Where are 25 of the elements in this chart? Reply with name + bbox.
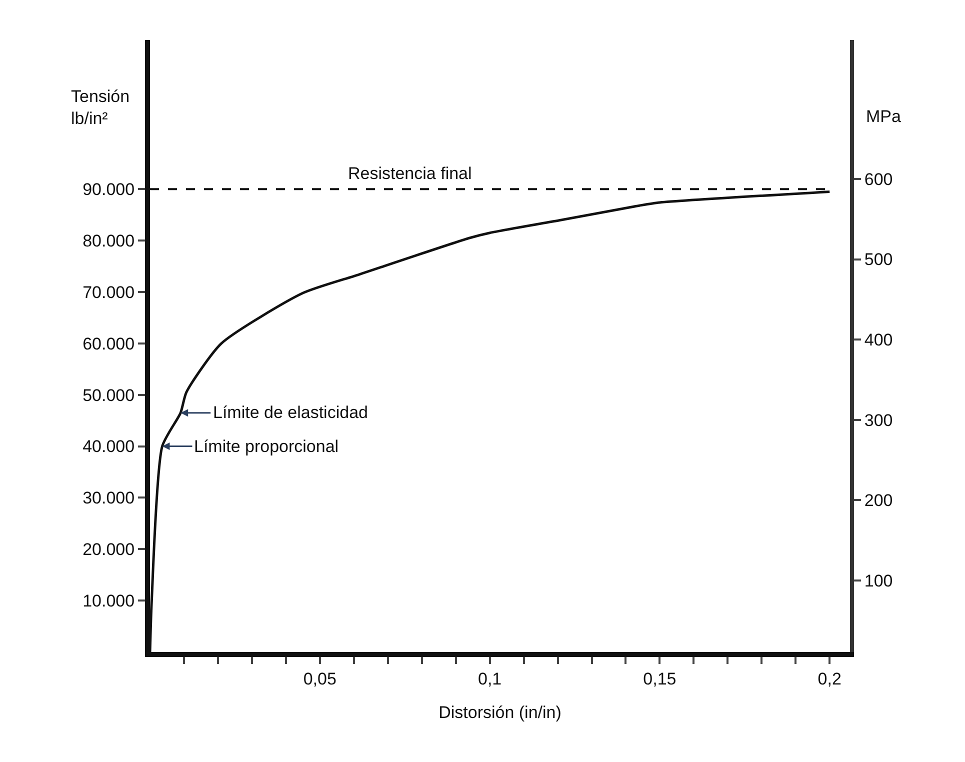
- ref-line-label: Resistencia final: [348, 164, 472, 183]
- y2-tick-label: 500: [864, 250, 893, 270]
- x-tick-label: 0,2: [818, 669, 842, 688]
- annotation: Límite de elasticidad: [213, 403, 368, 422]
- y-tick-label: 50.000: [82, 386, 135, 405]
- annotation: Límite proporcional: [194, 437, 339, 456]
- y-tick-label: 40.000: [82, 437, 135, 456]
- y-tick-label: 70.000: [82, 282, 135, 302]
- x-axis-title: Distorsión (in/in): [438, 702, 562, 722]
- y-tick-label: 90.000: [82, 180, 135, 200]
- y2-tick-label: 400: [864, 330, 893, 350]
- y-tick-label: 10.000: [82, 592, 135, 611]
- y2-tick-label: 100: [864, 571, 893, 590]
- y2-axis-title: MPa: [866, 107, 902, 126]
- y-tick-label: 30.000: [82, 488, 135, 508]
- x-tick-label: 0,1: [478, 669, 502, 688]
- x-tick-label: 0,05: [303, 669, 336, 688]
- x-tick-label: 0,15: [643, 669, 676, 688]
- y2-tick-label: 200: [864, 491, 893, 510]
- y-tick-label: 20.000: [82, 540, 135, 560]
- y2-tick-label: 600: [864, 170, 893, 189]
- y-axis-title: Tensión lb/in²: [71, 87, 130, 128]
- y2-tick-label: 300: [864, 410, 893, 430]
- y-tick-label: 60.000: [82, 334, 135, 354]
- y-tick-label: 80.000: [82, 232, 135, 251]
